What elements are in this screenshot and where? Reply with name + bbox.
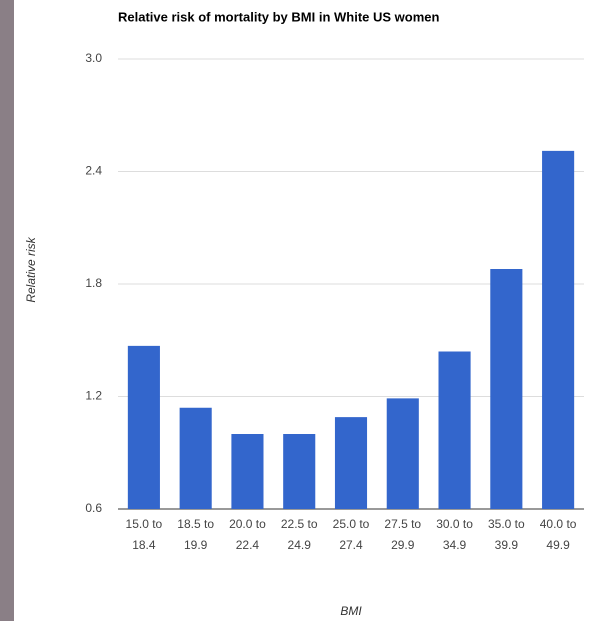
x-tick-label: 35.0 to 39.9 bbox=[487, 517, 525, 552]
bar bbox=[179, 407, 212, 509]
x-tick-label: 15.0 to 18.4 bbox=[125, 517, 163, 552]
y-axis-label: Relative risk bbox=[24, 236, 38, 302]
x-tick-label: 22.5 to 24.9 bbox=[280, 517, 318, 552]
bar bbox=[438, 351, 471, 509]
bar bbox=[334, 417, 368, 509]
x-tick-label: 40.0 to 49.9 bbox=[539, 517, 577, 552]
x-tick-label: 20.0 to 22.4 bbox=[229, 517, 266, 552]
bar bbox=[127, 345, 160, 509]
y-tick-label: 0.6 bbox=[85, 501, 102, 515]
bar bbox=[283, 434, 316, 509]
y-tick-label: 2.4 bbox=[85, 164, 102, 178]
bar bbox=[490, 269, 523, 509]
bar bbox=[386, 398, 419, 509]
x-tick-label: 18.5 to 19.9 bbox=[177, 517, 214, 552]
x-tick-label: 27.5 to 29.9 bbox=[384, 517, 422, 552]
x-tick-label: 25.0 to 27.4 bbox=[332, 517, 370, 552]
bar bbox=[231, 434, 264, 509]
background-strip bbox=[0, 0, 14, 621]
y-tick-label: 1.2 bbox=[85, 389, 102, 403]
y-tick-label: 3.0 bbox=[85, 51, 102, 65]
x-tick-label: 30.0 to 34.9 bbox=[436, 517, 473, 552]
bar bbox=[542, 150, 575, 509]
chart-title: Relative risk of mortality by BMI in Whi… bbox=[118, 9, 440, 24]
x-axis-label: BMI bbox=[340, 604, 362, 618]
y-tick-label: 1.8 bbox=[85, 276, 102, 290]
